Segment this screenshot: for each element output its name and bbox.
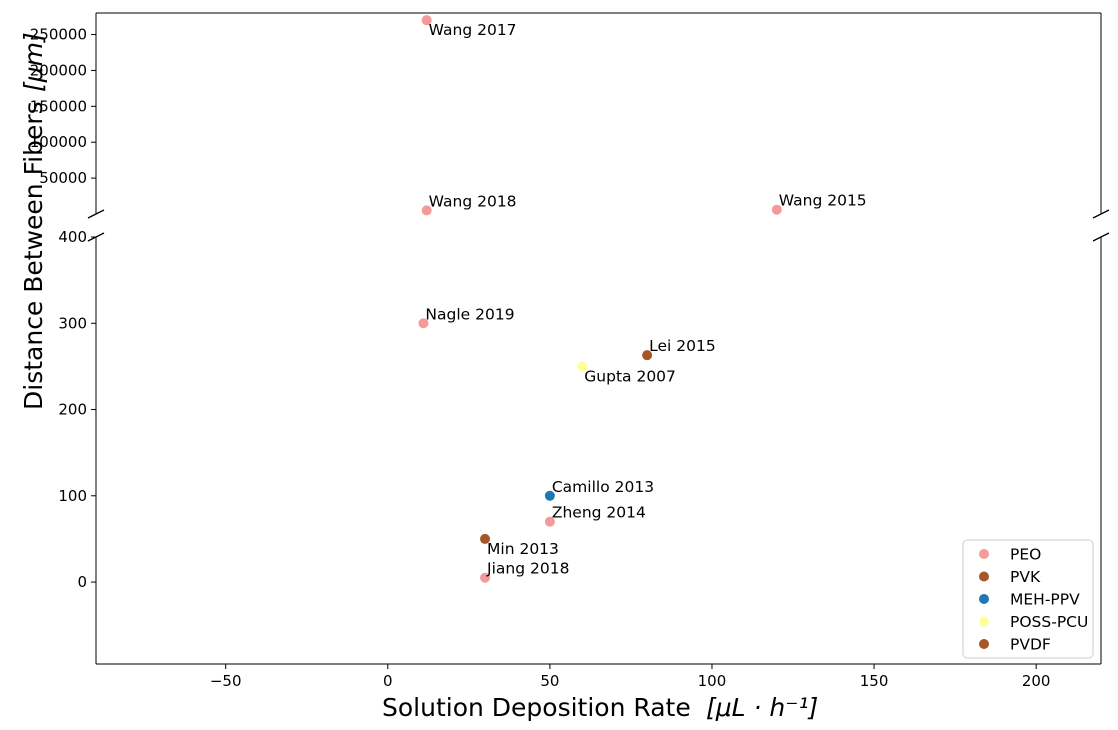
x-tick-label: 0	[383, 672, 393, 690]
legend-label-poss-pcu: POSS-PCU	[1010, 613, 1088, 631]
y-axis-label: Distance Between Fibers	[19, 101, 48, 410]
y-axis-unit: [μm]	[19, 32, 48, 92]
legend: PEO PVK MEH-PPV POSS-PCU PVDF	[962, 539, 1094, 659]
x-tick-label: −50	[210, 672, 242, 690]
x-axis-title: Solution Deposition Rate [μL · h⁻¹]	[382, 693, 818, 722]
x-tick-label: 150	[860, 672, 889, 690]
x-tick-label: 100	[698, 672, 727, 690]
lower-y-tick-label: 400	[58, 228, 87, 246]
point-min-2013	[480, 533, 491, 544]
upper-y-tick-label: 100000	[30, 133, 87, 151]
point-gupta-2007	[577, 361, 588, 372]
x-axis-label: Solution Deposition Rate	[382, 693, 691, 722]
point-wang-2015	[771, 204, 782, 215]
x-tick-label: 50	[540, 672, 559, 690]
legend-marker-pvdf	[979, 639, 989, 649]
x-tick-label: 200	[1022, 672, 1051, 690]
legend-box	[962, 539, 1094, 659]
legend-marker-peo	[979, 549, 989, 559]
legend-marker-pvk	[979, 571, 989, 582]
annotation-wang-2015: Wang 2015	[779, 192, 867, 210]
annotation-wang-2017: Wang 2017	[429, 21, 517, 39]
upper-y-tick-label: 200000	[30, 61, 87, 79]
annotation-gupta-2007: Gupta 2007	[584, 367, 676, 385]
legend-label-peo: PEO	[1010, 546, 1041, 564]
annotation-min-2013: Min 2013	[487, 540, 559, 558]
axis-break-mark	[1092, 209, 1110, 219]
legend-label-pvk: PVK	[1010, 568, 1041, 586]
lower-panel: 0 100 200 300 400 −50 0 50 100 150 200	[58, 228, 1110, 690]
annotation-nagle-2019: Nagle 2019	[425, 305, 514, 323]
upper-y-tick-label: 150000	[30, 97, 87, 115]
annotation-jiang-2018: Jiang 2018	[486, 560, 569, 578]
point-wang-2018	[421, 205, 432, 216]
point-zheng-2014	[544, 516, 555, 527]
annotation-zheng-2014: Zheng 2014	[552, 504, 646, 522]
annotation-camillo-2013: Camillo 2013	[552, 478, 654, 496]
point-jiang-2018	[480, 572, 491, 583]
legend-marker-poss-pcu	[979, 616, 989, 627]
point-lei-2015	[642, 350, 653, 361]
legend-marker-meh-ppv	[979, 594, 989, 604]
point-camillo-2013	[544, 490, 555, 501]
axis-break-mark	[87, 209, 105, 219]
lower-y-tick-label: 100	[58, 487, 87, 505]
upper-y-tick-label: 50000	[39, 169, 87, 187]
legend-label-meh-ppv: MEH-PPV	[1010, 591, 1080, 609]
lower-y-tick-label: 0	[77, 573, 87, 591]
y-axis-title: Distance Between Fibers [μm]	[19, 32, 48, 410]
lower-y-tick-label: 300	[58, 314, 87, 332]
annotation-lei-2015: Lei 2015	[649, 337, 716, 355]
axis-break-mark	[1092, 232, 1110, 242]
annotation-wang-2018: Wang 2018	[429, 192, 517, 210]
upper-panel: 50000 100000 150000 200000 250000	[30, 12, 1110, 219]
point-nagle-2019	[418, 318, 429, 329]
x-axis-unit: [μL · h⁻¹]	[706, 693, 818, 722]
point-wang-2017	[421, 15, 432, 26]
data-marks: Wang 2017 Wang 2018 Wang 2015 Nagle 2019 Lei…	[418, 15, 867, 583]
legend-label-pvdf: PVDF	[1010, 636, 1051, 654]
lower-y-tick-label: 200	[58, 401, 87, 419]
upper-y-tick-label: 250000	[30, 26, 87, 44]
